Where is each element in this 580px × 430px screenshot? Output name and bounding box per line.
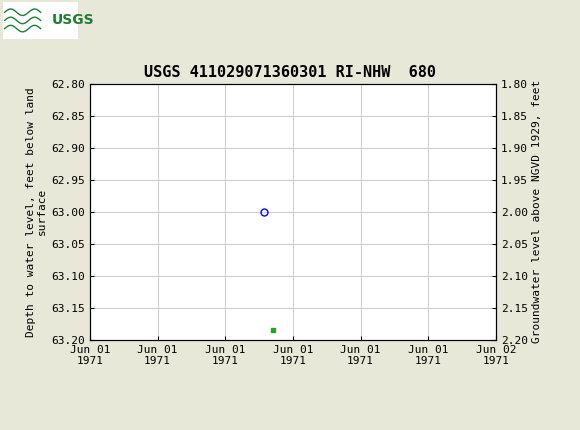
- Text: USGS: USGS: [52, 13, 95, 28]
- Text: USGS 411029071360301 RI-NHW  680: USGS 411029071360301 RI-NHW 680: [144, 64, 436, 80]
- Y-axis label: Depth to water level, feet below land
surface: Depth to water level, feet below land su…: [26, 87, 47, 337]
- Y-axis label: Groundwater level above NGVD 1929, feet: Groundwater level above NGVD 1929, feet: [532, 80, 542, 344]
- Bar: [3, 2, 78, 39]
